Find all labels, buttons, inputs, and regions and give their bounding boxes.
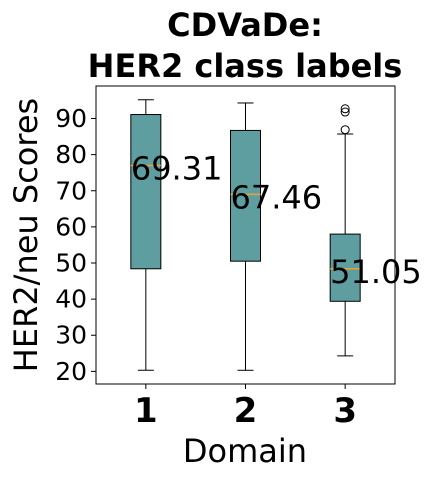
box-group-3 bbox=[329, 104, 361, 357]
x-tick-label: 2 bbox=[234, 391, 258, 431]
chart-title-line-2: HER2 class labels bbox=[88, 47, 403, 85]
mean-label-2: 67.46 bbox=[231, 178, 323, 216]
outlier-point bbox=[340, 104, 350, 114]
y-tick-label: 30 bbox=[55, 321, 87, 350]
mean-label-3: 51.05 bbox=[330, 253, 422, 291]
mean-label-1: 69.31 bbox=[131, 149, 223, 187]
outlier-point bbox=[340, 125, 350, 135]
boxes-layer bbox=[130, 99, 361, 371]
x-tick-label: 3 bbox=[333, 391, 357, 431]
box-group-2 bbox=[230, 102, 261, 371]
y-tick-label: 50 bbox=[55, 248, 87, 277]
box-body bbox=[130, 114, 162, 270]
y-tick-label: 60 bbox=[55, 212, 87, 241]
y-axis: 20 30 40 50 60 70 80 90 bbox=[55, 104, 96, 386]
y-tick-label: 70 bbox=[55, 176, 87, 205]
y-axis-label: HER2/neu Scores bbox=[7, 98, 45, 372]
chart-title-line-1: CDVaDe: bbox=[167, 6, 323, 44]
outlier-point bbox=[340, 107, 350, 117]
x-tick-label: 1 bbox=[134, 391, 158, 431]
box-body bbox=[230, 129, 261, 262]
box-body bbox=[329, 233, 361, 302]
x-axis-label: Domain bbox=[183, 432, 307, 470]
y-tick-label: 40 bbox=[55, 285, 87, 314]
y-tick-label: 80 bbox=[55, 140, 87, 169]
x-axis: 1 2 3 bbox=[134, 384, 357, 431]
box-group-1 bbox=[130, 99, 162, 371]
y-tick-label: 20 bbox=[55, 357, 87, 386]
y-tick-label: 90 bbox=[55, 104, 87, 133]
